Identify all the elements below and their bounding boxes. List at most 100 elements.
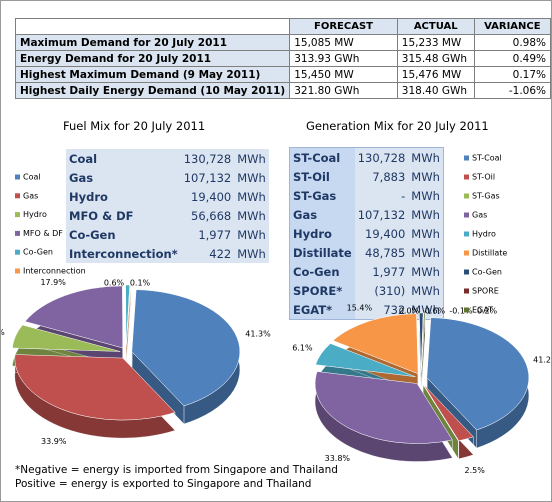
legend-label: SPORE <box>472 287 499 296</box>
pie-slice <box>315 343 416 377</box>
legend-swatch <box>464 174 469 180</box>
table-cell: 1,977 <box>354 262 409 281</box>
header-row: FORECAST ACTUAL VARIANCE <box>14 18 551 35</box>
table-cell: 313.93 GWh <box>289 50 398 67</box>
data-label: 15.4% <box>347 303 373 312</box>
table-cell: ST-Gas <box>289 186 355 205</box>
pie-slice <box>314 371 453 444</box>
legend-swatch <box>15 230 20 236</box>
table-cell: 422 <box>209 246 232 261</box>
table-cell: -1.06% <box>473 82 551 99</box>
table-cell: 0.49% <box>473 50 551 67</box>
pie-slice <box>14 354 176 421</box>
table-cell: SPORE* <box>289 281 355 300</box>
table-cell: 130,728 <box>183 151 232 166</box>
table-row: Gas 107,132 MWh <box>289 205 444 224</box>
table-cell: 15,450 MW <box>289 66 398 83</box>
pie-slice <box>423 384 474 442</box>
table-row: Highest Daily Energy Demand (10 May 2011… <box>14 82 551 99</box>
table-cell: 19,400 <box>354 224 409 243</box>
table-cell: 19,400 <box>191 189 232 204</box>
data-label: 6.1% <box>1 328 5 337</box>
table-cell: Highest Daily Energy Demand (10 May 2011… <box>14 82 291 99</box>
table-cell: MWh <box>408 167 444 186</box>
data-label: 17.9% <box>40 278 66 287</box>
table-row: Maximum Demand for 20 July 2011 15,085 MW… <box>14 34 551 51</box>
legend-label: Hydro <box>472 230 496 239</box>
data-label: 41.2% <box>533 356 551 365</box>
legend-label: EGAT <box>472 306 493 315</box>
table-cell: 0.98% <box>473 34 551 51</box>
table-row: Interconnection* 422 MWh <box>66 244 269 263</box>
legend-label: Hydro <box>23 210 47 219</box>
table-cell: MWh <box>237 227 266 242</box>
pie-slice <box>12 324 121 352</box>
pie-slice <box>24 285 124 349</box>
table-cell: Hydro <box>69 189 108 204</box>
table-row: Coal 130,728 MWh <box>66 149 269 168</box>
table-cell: 15,233 MW <box>396 34 475 51</box>
table-cell: 1,977 <box>198 227 232 242</box>
table-cell: MWh <box>237 170 266 185</box>
legend-swatch <box>464 250 469 256</box>
table-cell: 56,668 <box>191 208 232 223</box>
pie-slice <box>426 317 530 431</box>
table-cell: 732 <box>354 300 409 320</box>
legend-swatch <box>464 288 469 294</box>
table-cell: MFO & DF <box>69 208 134 223</box>
table-cell: EGAT* <box>289 300 355 320</box>
generation-table: ST-Coal 130,728 MWh ST-Oil 7,883 MWh ST-Gas - MW… <box>289 147 444 320</box>
table-row: Co-Gen 1,977 MWh <box>66 225 269 244</box>
table-row: Highest Maximum Demand (9 May 2011) 15,45… <box>14 66 551 83</box>
table-cell: 321.80 GWh <box>289 82 398 99</box>
data-label: -0.1% <box>449 307 473 316</box>
legend-label: Gas <box>23 191 38 200</box>
legend-label: MFO & DF <box>23 229 63 238</box>
legend-swatch <box>15 193 20 199</box>
data-label: 6.1% <box>292 343 313 352</box>
data-label: 0.6% <box>425 307 446 316</box>
legend-label: Gas <box>472 211 487 220</box>
table-cell: MWh <box>237 246 266 261</box>
table-cell: 48,785 <box>354 243 409 262</box>
fuel-table: Coal 130,728 MWh Gas 107,132 MWh Hydro 19,400 MW… <box>66 149 269 263</box>
data-label: 33.9% <box>41 437 67 446</box>
table-row: MFO & DF 56,668 MWh <box>66 206 269 225</box>
header-cell: ACTUAL <box>396 18 475 35</box>
pie-slice <box>332 313 419 375</box>
demand-table: FORECAST ACTUAL VARIANCE Maximum Demand for… <box>14 18 551 99</box>
legend-swatch <box>15 268 20 274</box>
table-cell: MWh <box>408 147 444 167</box>
table-cell: MWh <box>408 243 444 262</box>
data-label: 41.3% <box>245 329 271 338</box>
table-cell: Maximum Demand for 20 July 2011 <box>14 34 291 51</box>
table-cell: ST-Coal <box>289 147 355 167</box>
table-row: ST-Gas - MWh <box>289 186 444 205</box>
table-cell: MWh <box>408 224 444 243</box>
table-cell: 107,132 <box>183 170 232 185</box>
footnote: Positive = energy is exported to Singapo… <box>15 478 312 490</box>
legend-swatch <box>464 193 469 199</box>
data-label: 0.0% <box>399 307 420 316</box>
table-cell: Gas <box>69 170 94 185</box>
data-label: 0.1% <box>130 279 151 288</box>
table-cell: MWh <box>237 189 266 204</box>
data-label: 33.8% <box>325 454 351 463</box>
data-label: 0.2% <box>477 307 498 316</box>
table-row: ST-Coal 130,728 MWh <box>289 147 444 167</box>
legend-swatch <box>464 155 469 161</box>
table-row: Co-Gen 1,977 MWh <box>289 262 444 281</box>
legend-label: Co-Gen <box>23 248 53 257</box>
table-cell: 15,085 MW <box>289 34 398 51</box>
table-row: SPORE* (310) MWh <box>289 281 444 300</box>
legend-label: Interconnection <box>23 267 86 276</box>
chart-title: Fuel Mix for 20 July 2011 <box>63 119 206 133</box>
pie-slice <box>131 289 241 407</box>
legend-swatch <box>464 307 469 313</box>
legend-swatch <box>15 212 20 218</box>
table-row: Hydro 19,400 MWh <box>289 224 444 243</box>
legend-label: Distillate <box>472 249 507 258</box>
table-cell: 107,132 <box>354 205 409 224</box>
legend-swatch <box>464 269 469 275</box>
